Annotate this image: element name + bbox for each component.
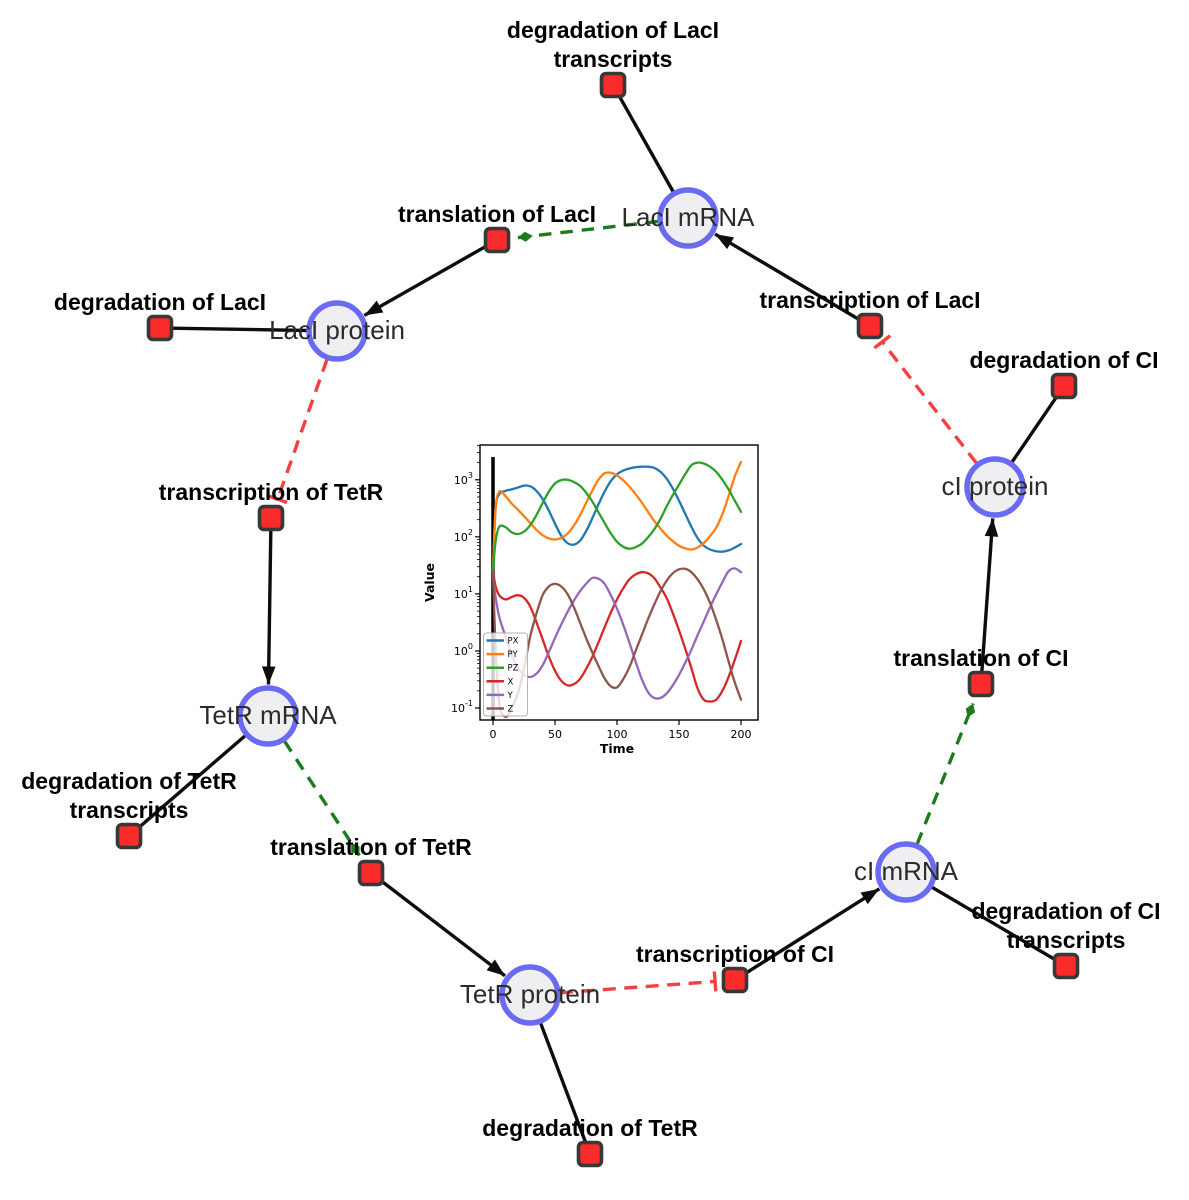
reaction-node-transcription-of-ci[interactable] (721, 966, 749, 994)
series-line-pz (491, 461, 743, 573)
edge-plain-ci-mrna--degradation-of-ci-transcripts (931, 885, 1058, 962)
legend-entry-y: Y (507, 691, 514, 701)
x-tick-label: 100 (607, 728, 628, 741)
edge-modifier-tetr-mrna--translation-of-tetr (283, 740, 361, 857)
species-node-laci-mrna[interactable] (657, 187, 719, 249)
legend-entry-px: PX (508, 637, 519, 647)
y-tick-label: 103 (454, 471, 473, 487)
species-node-ci-protein[interactable] (964, 456, 1026, 518)
reaction-label-translation-of-ci: translation of CI (893, 645, 1068, 671)
x-tick-label: 0 (490, 728, 497, 741)
series-line-y (491, 567, 743, 700)
series-layer (491, 460, 743, 719)
reaction-label-degradation-of-tetr-transcripts: degradation of TetR (21, 768, 237, 794)
series-line-x (491, 570, 743, 703)
edge-arrow-translation-of-laci--laci-protein (363, 244, 488, 317)
edge-arrow-translation-of-ci--ci-protein (980, 518, 999, 673)
edge-modifier-laci-mrna--translation-of-laci (517, 219, 659, 242)
x-tick-label: 50 (548, 728, 562, 741)
series-line-py (491, 460, 743, 573)
species-node-ci-mrna[interactable] (875, 841, 937, 903)
legend: PX PY PZ XYZ (483, 632, 528, 717)
reaction-label-transcription-of-ci: transcription of CI (636, 941, 834, 967)
species-node-tetr-protein[interactable] (499, 964, 561, 1026)
legend-entry-z: Z (508, 705, 514, 715)
y-tick-label: 101 (454, 585, 473, 601)
edge-arrow-transcription-of-laci--laci-mrna (714, 232, 861, 322)
reaction-label-degradation-of-tetr: degradation of TetR (482, 1115, 698, 1141)
y-tick-label: 100 (454, 642, 473, 658)
legend-entry-py: PY (508, 650, 519, 660)
species-node-laci-protein[interactable] (306, 300, 368, 362)
edge-arrow-translation-of-tetr--tetr-protein (379, 878, 507, 978)
series-line-z (491, 567, 743, 719)
timecourse-plot: 0 50 100 150 20010-1100101102103TimeValuePXP… (422, 444, 759, 756)
reaction-label-degradation-of-ci-transcripts: degradation of CI (971, 898, 1160, 924)
edge-plain-laci-protein--degradation-of-laci (170, 326, 308, 333)
reaction-label-degradation-of-tetr-transcripts: transcripts (70, 797, 189, 823)
plot-frame (479, 444, 759, 721)
reaction-label-degradation-of-laci: degradation of LacI (54, 289, 266, 315)
legend-box (483, 632, 528, 717)
reaction-label-degradation-of-laci-transcripts: transcripts (554, 46, 673, 72)
x-tick-label: 150 (669, 728, 690, 741)
reaction-label-degradation-of-ci-transcripts: transcripts (1007, 927, 1126, 953)
reaction-label-translation-of-laci: translation of LacI (398, 201, 596, 227)
species-label-tetr-protein: TetR protein (460, 979, 600, 1009)
labels-layer: degradation of LacI transcripts translatio… (21, 17, 1160, 1141)
x-tick-label: 200 (731, 728, 752, 741)
reaction-node-degradation-of-ci[interactable] (1050, 372, 1078, 400)
edge-arrow-transcription-of-tetr--tetr-mrna (261, 529, 276, 685)
reaction-node-transcription-of-tetr[interactable] (257, 504, 285, 532)
edge-plain-tetr-mrna--degradation-of-tetr-transcripts (136, 734, 247, 831)
species-label-tetr-mrna: TetR mRNA (199, 700, 337, 730)
series-line-px (491, 465, 743, 573)
reaction-label-transcription-of-tetr: transcription of TetR (159, 479, 384, 505)
y-tick-label: 10-1 (451, 699, 473, 715)
reaction-node-degradation-of-ci-transcripts[interactable] (1052, 952, 1080, 980)
reaction-label-translation-of-tetr: translation of TetR (270, 834, 472, 860)
edge-plain-laci-mrna--degradation-of-laci-transcripts (616, 93, 675, 193)
reaction-node-degradation-of-laci-transcripts[interactable] (599, 71, 627, 99)
reaction-node-degradation-of-laci[interactable] (146, 314, 174, 342)
species-label-ci-mrna: cI mRNA (854, 856, 959, 886)
y-tick-label: 102 (454, 528, 473, 544)
reaction-node-degradation-of-tetr-transcripts[interactable] (115, 822, 143, 850)
species-label-laci-mrna: LacI mRNA (622, 202, 756, 232)
species-node-tetr-mrna[interactable] (237, 685, 299, 747)
edge-inhibition-laci-protein--transcription-of-tetr (267, 358, 329, 505)
edge-modifier-ci-mrna--translation-of-ci (915, 702, 976, 845)
reaction-node-degradation-of-tetr[interactable] (576, 1140, 604, 1168)
reaction-label-degradation-of-ci: degradation of CI (969, 347, 1158, 373)
reaction-node-translation-of-ci[interactable] (967, 670, 995, 698)
species-label-ci-protein: cI protein (942, 471, 1049, 501)
edge-plain-ci-protein--degradation-of-ci (1010, 394, 1060, 464)
edges-layer (136, 93, 1060, 1145)
edge-inhibition-ci-protein--transcription-of-laci (873, 334, 978, 465)
reaction-node-translation-of-tetr[interactable] (357, 859, 385, 887)
legend-entry-pz: PZ (508, 664, 519, 674)
y-axis-label: Value (422, 563, 437, 602)
reaction-node-transcription-of-laci[interactable] (856, 312, 884, 340)
reaction-label-degradation-of-laci-transcripts: degradation of LacI (507, 17, 719, 43)
edge-arrow-transcription-of-ci--ci-mrna (744, 887, 881, 976)
reaction-node-translation-of-laci[interactable] (483, 226, 511, 254)
x-axis-label: Time (600, 741, 634, 756)
species-label-laci-protein: LacI protein (269, 315, 405, 345)
nodes-layer (115, 71, 1080, 1168)
edge-plain-tetr-protein--degradation-of-tetr (539, 1022, 588, 1145)
reaction-label-transcription-of-laci: transcription of LacI (759, 287, 980, 313)
legend-entry-x: X (508, 677, 514, 687)
edge-inhibition-tetr-protein--transcription-of-ci (559, 971, 718, 995)
